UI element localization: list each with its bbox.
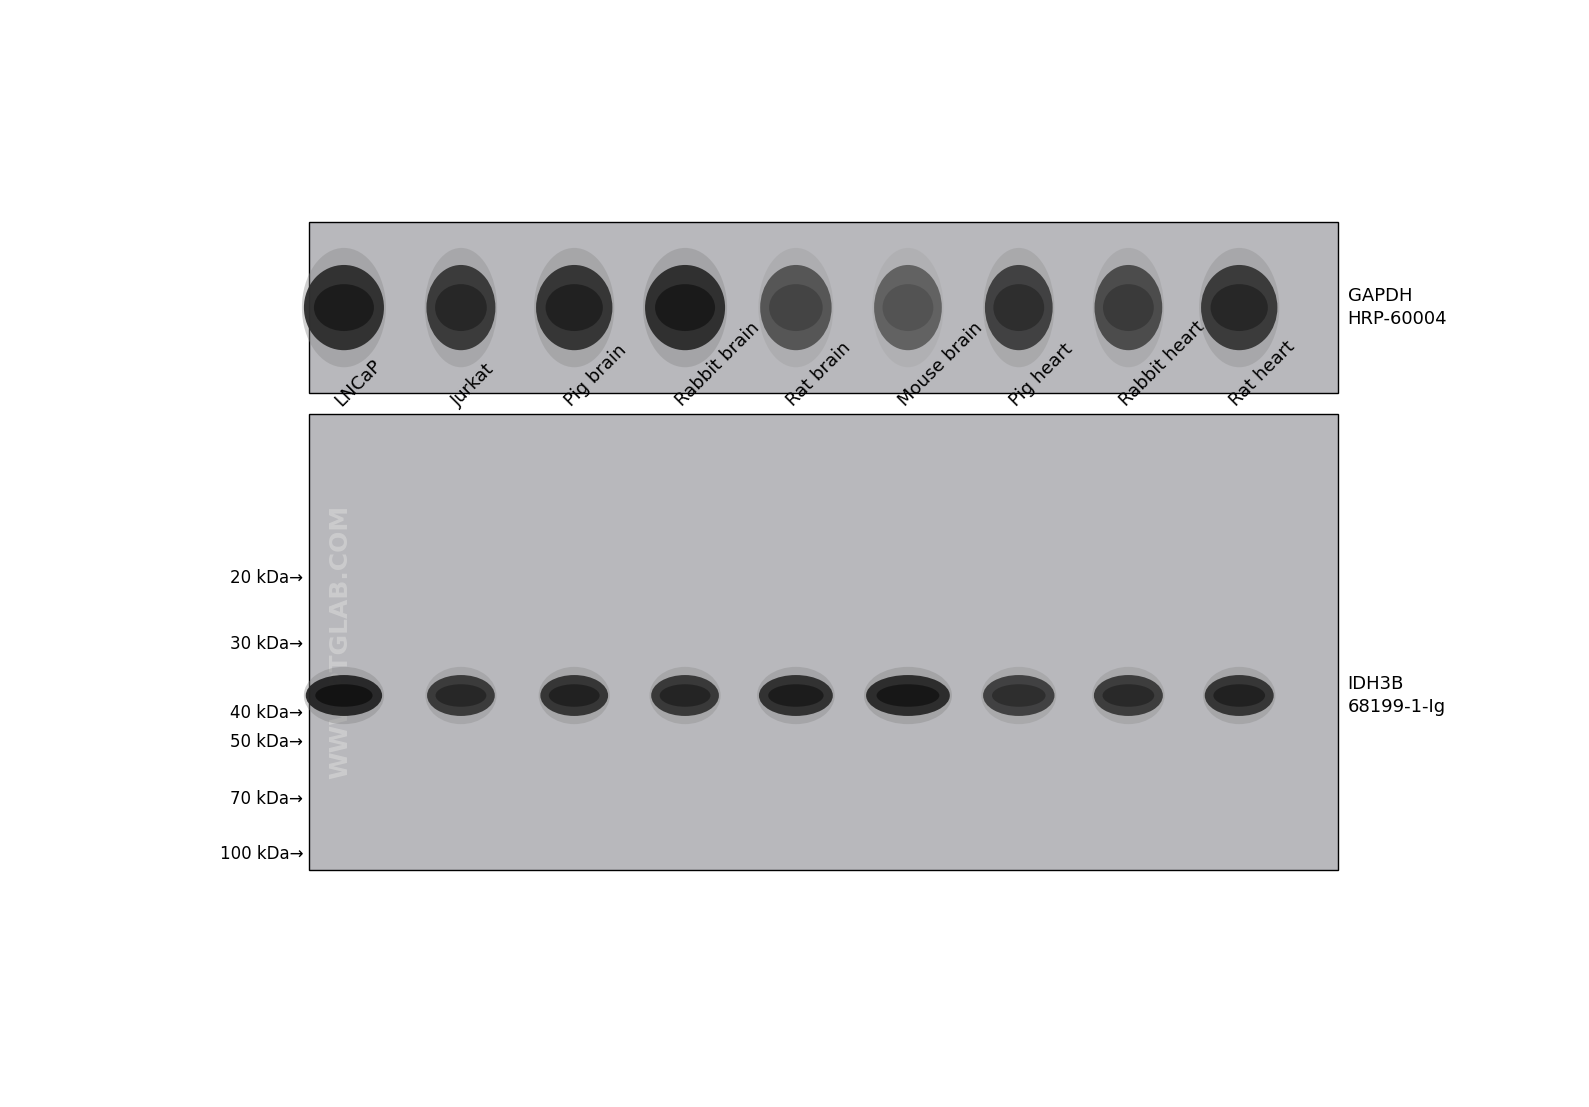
- FancyBboxPatch shape: [310, 414, 1338, 870]
- Ellipse shape: [760, 265, 831, 350]
- Ellipse shape: [435, 284, 486, 331]
- Ellipse shape: [303, 265, 385, 350]
- Ellipse shape: [435, 684, 486, 706]
- Ellipse shape: [1200, 248, 1279, 368]
- Text: 30 kDa→: 30 kDa→: [230, 635, 303, 653]
- Text: Rat heart: Rat heart: [1227, 338, 1298, 410]
- Ellipse shape: [548, 684, 599, 706]
- Ellipse shape: [1095, 265, 1162, 350]
- Ellipse shape: [760, 675, 833, 716]
- Ellipse shape: [866, 675, 950, 716]
- Text: 70 kDa→: 70 kDa→: [230, 790, 303, 808]
- Ellipse shape: [984, 675, 1055, 716]
- Text: Rabbit heart: Rabbit heart: [1115, 318, 1208, 410]
- Ellipse shape: [651, 675, 718, 716]
- Text: IDH3B
68199-1-Ig: IDH3B 68199-1-Ig: [1347, 674, 1446, 716]
- Ellipse shape: [650, 666, 721, 724]
- Ellipse shape: [424, 248, 497, 368]
- Ellipse shape: [992, 684, 1046, 706]
- Text: 50 kDa→: 50 kDa→: [230, 734, 303, 752]
- Ellipse shape: [427, 675, 494, 716]
- Ellipse shape: [1204, 675, 1274, 716]
- Ellipse shape: [655, 284, 715, 331]
- Ellipse shape: [758, 248, 833, 368]
- Text: 20 kDa→: 20 kDa→: [230, 569, 303, 588]
- Ellipse shape: [882, 284, 933, 331]
- Ellipse shape: [864, 666, 952, 724]
- Text: GAPDH
HRP-60004: GAPDH HRP-60004: [1347, 287, 1448, 329]
- Text: Pig heart: Pig heart: [1006, 340, 1076, 410]
- Ellipse shape: [1103, 684, 1154, 706]
- Ellipse shape: [1203, 666, 1276, 724]
- Ellipse shape: [534, 248, 615, 368]
- Ellipse shape: [540, 675, 609, 716]
- Ellipse shape: [985, 265, 1052, 350]
- Text: Rabbit brain: Rabbit brain: [672, 319, 763, 410]
- Ellipse shape: [877, 684, 939, 706]
- Ellipse shape: [872, 248, 944, 368]
- Ellipse shape: [1092, 666, 1165, 724]
- Ellipse shape: [659, 684, 710, 706]
- Ellipse shape: [1214, 684, 1265, 706]
- Ellipse shape: [315, 684, 372, 706]
- Ellipse shape: [767, 684, 823, 706]
- Text: LNCaP: LNCaP: [331, 356, 385, 410]
- Ellipse shape: [1201, 265, 1278, 350]
- Ellipse shape: [1103, 284, 1154, 331]
- Ellipse shape: [769, 284, 823, 331]
- Ellipse shape: [1093, 248, 1165, 368]
- Text: WWW.PTGLAB.COM: WWW.PTGLAB.COM: [329, 505, 353, 779]
- Ellipse shape: [1093, 675, 1163, 716]
- Ellipse shape: [982, 666, 1057, 724]
- Text: 100 kDa→: 100 kDa→: [219, 846, 303, 863]
- Ellipse shape: [315, 284, 373, 331]
- Ellipse shape: [1211, 284, 1268, 331]
- Ellipse shape: [539, 666, 610, 724]
- Ellipse shape: [874, 265, 942, 350]
- Ellipse shape: [644, 248, 728, 368]
- Text: Rat brain: Rat brain: [783, 339, 855, 410]
- Ellipse shape: [535, 265, 612, 350]
- Ellipse shape: [426, 265, 496, 350]
- FancyBboxPatch shape: [310, 223, 1338, 393]
- Ellipse shape: [305, 675, 381, 716]
- Ellipse shape: [984, 248, 1055, 368]
- Ellipse shape: [303, 666, 385, 724]
- Text: Pig brain: Pig brain: [561, 341, 631, 410]
- Text: 40 kDa→: 40 kDa→: [230, 704, 303, 722]
- Ellipse shape: [993, 284, 1044, 331]
- Text: Jurkat: Jurkat: [448, 360, 497, 410]
- Ellipse shape: [302, 248, 386, 368]
- Ellipse shape: [426, 666, 496, 724]
- Text: Mouse brain: Mouse brain: [895, 319, 987, 410]
- Ellipse shape: [645, 265, 725, 350]
- Ellipse shape: [545, 284, 602, 331]
- Ellipse shape: [756, 666, 834, 724]
